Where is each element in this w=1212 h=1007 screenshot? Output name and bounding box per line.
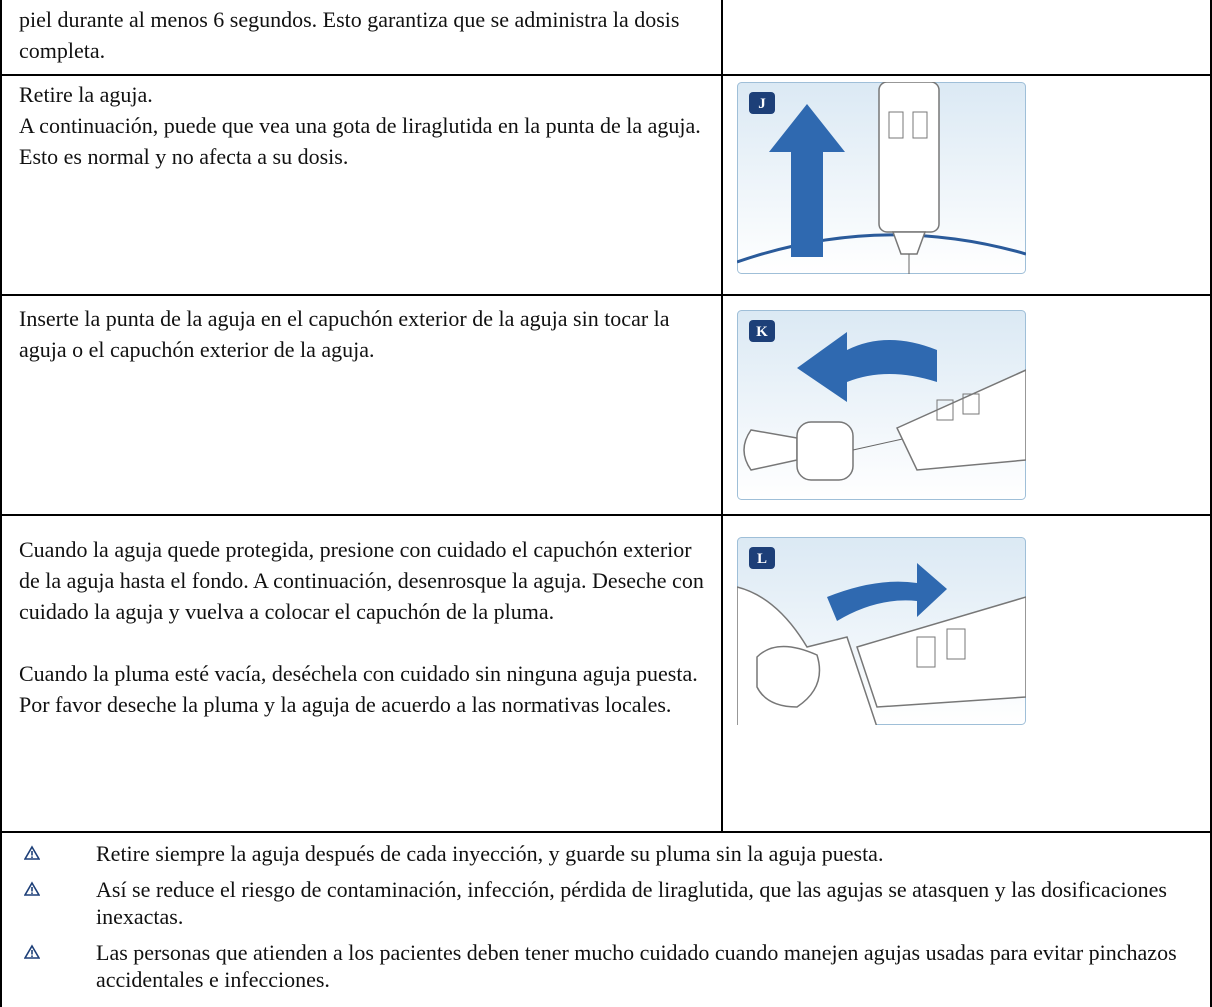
row-rule <box>0 74 1212 76</box>
warning-item: Así se reduce el riesgo de contaminación… <box>0 876 1212 930</box>
row-rule <box>0 294 1212 296</box>
paragraph: piel durante al menos 6 segundos. Esto g… <box>19 7 680 63</box>
row-rule <box>0 514 1212 516</box>
figure-label: J <box>758 96 766 112</box>
warning-text: Así se reduce el riesgo de contaminación… <box>96 877 1167 929</box>
paragraph: Cuando la pluma esté vacía, deséchela co… <box>19 661 698 717</box>
paragraph: Cuando la aguja quede protegida, presion… <box>19 537 704 624</box>
paragraph: Esto es normal y no afecta a su dosis. <box>19 144 349 169</box>
figure-cell: K <box>723 310 1212 500</box>
figure-cell: J <box>723 82 1212 274</box>
figure-l: L <box>737 537 1026 725</box>
warning-icon <box>23 944 41 959</box>
warning-list: Retire siempre la aguja después de cada … <box>0 840 1212 1002</box>
paragraph: Inserte la punta de la aguja en el capuc… <box>19 306 670 362</box>
figure-label: L <box>757 551 767 567</box>
step-text: piel durante al menos 6 segundos. Esto g… <box>0 4 722 66</box>
paragraph: Retire la aguja. <box>19 82 153 107</box>
row-rule <box>0 831 1212 833</box>
warning-icon <box>23 845 41 860</box>
figure-k: K <box>737 310 1026 500</box>
column-rule <box>721 0 723 832</box>
warning-text: Retire siempre la aguja después de cada … <box>96 841 884 866</box>
figure-j: J <box>737 82 1026 274</box>
step-text: Cuando la aguja quede protegida, presion… <box>0 534 722 720</box>
warning-item: Retire siempre la aguja después de cada … <box>0 840 1212 867</box>
warning-item: Las personas que atienden a los paciente… <box>0 939 1212 993</box>
figure-label: K <box>756 324 768 340</box>
paragraph: A continuación, puede que vea una gota d… <box>19 113 701 138</box>
step-text: Retire la aguja. A continuación, puede q… <box>0 79 722 172</box>
figure-cell: L <box>723 537 1212 725</box>
step-text: Inserte la punta de la aguja en el capuc… <box>0 303 722 365</box>
warning-text: Las personas que atienden a los paciente… <box>96 940 1177 992</box>
warning-icon <box>23 881 41 896</box>
